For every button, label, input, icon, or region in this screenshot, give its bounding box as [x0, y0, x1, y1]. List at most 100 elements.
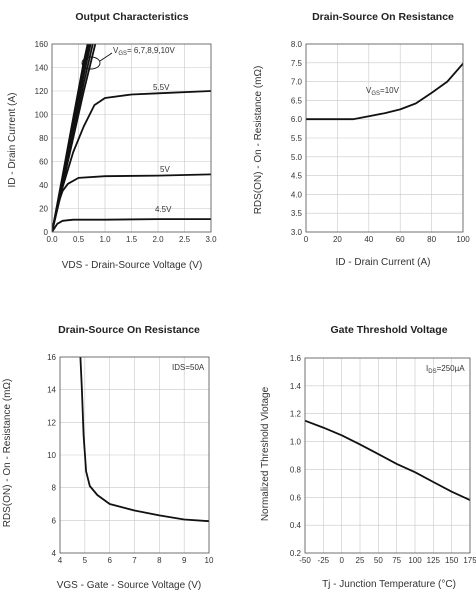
- y-tick-label: 7.5: [291, 59, 303, 68]
- x-tick-label: -25: [318, 556, 330, 565]
- plot-frame: [59, 356, 210, 554]
- x-tick-label: 175: [463, 556, 476, 565]
- y-tick-label: 0.4: [290, 521, 302, 530]
- chart-title: Drain-Source On Resistance: [312, 11, 454, 23]
- y-tick-label: 6: [52, 516, 57, 525]
- y-tick-label: 1.6: [290, 354, 302, 363]
- x-tick-label: 1.5: [126, 235, 138, 244]
- series-group: [52, 44, 211, 232]
- y-tick-label: 20: [39, 205, 48, 214]
- x-tick-label: 5: [83, 556, 88, 565]
- y-axis-label: RDS(ON) - On - Resistance (mΩ): [253, 66, 264, 215]
- x-tick-label: 60: [396, 235, 405, 244]
- x-tick-label: -50: [299, 556, 311, 565]
- x-tick-label: 80: [427, 235, 436, 244]
- plot-frame: [305, 43, 464, 233]
- series-line-0: [306, 62, 463, 121]
- x-tick-label: 1.0: [99, 235, 111, 244]
- chart-rds-vs-vgs: Drain-Source On Resistance 4 5 6 7 8 9 10 4 6 8 1…: [0, 296, 238, 597]
- x-tick-labels: -50 -25 0 25 50 75 100 125 150 175: [299, 556, 476, 565]
- x-tick-label: 125: [427, 556, 441, 565]
- y-tick-label: 80: [39, 134, 48, 143]
- grid: [304, 357, 471, 554]
- y-tick-label: 100: [35, 111, 49, 120]
- y-tick-label: 16: [47, 353, 56, 362]
- x-tick-label: 150: [445, 556, 459, 565]
- y-tick-label: 1.0: [290, 438, 302, 447]
- y-tick-label: 14: [47, 386, 56, 395]
- x-axis-label: Tj - Junction Temperature (°C): [322, 579, 456, 590]
- y-axis-label: Normalized Threshold Vlotage: [260, 386, 271, 521]
- x-tick-label: 9: [182, 556, 187, 565]
- y-tick-label: 6.0: [291, 115, 303, 124]
- vgs-label: VGS=10V: [366, 86, 400, 97]
- chart-output-characteristics: Output Characteristics 0.0 0.5 1.0 1.5 2.0 2.…: [0, 0, 238, 301]
- rds-vs-id-svg: Drain-Source On Resistance 0 20 40 60 80 100 …: [253, 11, 470, 268]
- x-tick-label: 0.5: [73, 235, 85, 244]
- y-axis-label: ID - Drain Current (A): [7, 92, 18, 187]
- vgs-group-label: VGS= 6,7,8,9,10V: [113, 46, 175, 57]
- plot-frame: [51, 43, 212, 233]
- x-tick-label: 7: [132, 556, 137, 565]
- vgs-group-arrow: [99, 52, 113, 62]
- y-tick-label: 6.5: [291, 96, 303, 105]
- series-line-5: [52, 90, 211, 232]
- series-line-0: [79, 357, 209, 523]
- x-tick-label: 8: [157, 556, 162, 565]
- y-tick-label: 12: [47, 418, 56, 427]
- x-tick-label: 100: [408, 556, 422, 565]
- y-tick-label: 7.0: [291, 78, 303, 87]
- y-tick-label: 5.0: [291, 153, 303, 162]
- y-tick-label: 120: [35, 87, 49, 96]
- y-tick-label: 160: [35, 40, 49, 49]
- series-line-0: [305, 419, 470, 502]
- x-tick-label: 0.0: [46, 235, 58, 244]
- y-tick-label: 8: [52, 484, 57, 493]
- x-axis-label: ID - Drain Current (A): [335, 257, 430, 268]
- x-tick-label: 50: [374, 556, 383, 565]
- chart-title: Gate Threshold Voltage: [330, 324, 447, 336]
- y-tick-labels: 0.2 0.4 0.6 0.8 1.0 1.2 1.4 1.6: [290, 354, 302, 558]
- y-tick-labels: 0 20 40 60 80 100 120 140 160: [35, 40, 49, 237]
- x-tick-labels: 4 5 6 7 8 9 10: [58, 556, 214, 565]
- vgs-group-marker: [81, 56, 101, 70]
- label-vgs-4-5v: 4.5V: [155, 205, 172, 214]
- y-tick-label: 3.5: [291, 209, 303, 218]
- x-tick-label: 2.0: [152, 235, 164, 244]
- y-tick-label: 5.5: [291, 134, 303, 143]
- output-characteristics-svg: Output Characteristics 0.0 0.5 1.0 1.5 2.0 2.…: [7, 11, 217, 271]
- series-line-6: [52, 173, 211, 232]
- x-tick-labels: 0.0 0.5 1.0 1.5 2.0 2.5 3.0: [46, 235, 217, 244]
- x-tick-label: 10: [205, 556, 214, 565]
- ids-label: IDS=250µA: [426, 364, 465, 375]
- x-tick-label: 75: [392, 556, 401, 565]
- x-tick-label: 25: [356, 556, 365, 565]
- y-tick-label: 3.0: [291, 228, 303, 237]
- y-tick-label: 140: [35, 64, 49, 73]
- y-tick-labels: 3.0 3.5 4.0 4.5 5.0 5.5 6.0 6.5 7.0 7.5 8.0: [291, 40, 303, 237]
- plot-frame: [304, 357, 471, 554]
- rds-vs-vgs-svg: Drain-Source On Resistance 4 5 6 7 8 9 10 4 6 8 1…: [2, 324, 214, 591]
- y-tick-label: 0: [44, 228, 49, 237]
- series-group: [305, 419, 470, 502]
- y-tick-label: 1.2: [290, 410, 302, 419]
- chart-rds-vs-id: Drain-Source On Resistance 0 20 40 60 80 100 …: [238, 0, 476, 301]
- chart-gate-threshold: Gate Threshold Voltage -50 -25 0 25 50 75 100 1…: [238, 296, 476, 597]
- y-tick-label: 60: [39, 158, 48, 167]
- y-tick-label: 0.2: [290, 549, 302, 558]
- series-group: [306, 62, 463, 121]
- x-tick-label: 4: [58, 556, 63, 565]
- x-axis-label: VDS - Drain-Source Voltage (V): [62, 260, 203, 271]
- y-tick-label: 4: [52, 549, 57, 558]
- y-tick-label: 0.8: [290, 465, 302, 474]
- gate-threshold-svg: Gate Threshold Voltage -50 -25 0 25 50 75 100 1…: [260, 324, 476, 590]
- grid: [51, 43, 212, 233]
- x-tick-label: 0: [339, 556, 344, 565]
- x-tick-label: 100: [456, 235, 470, 244]
- grid: [305, 43, 464, 233]
- series-group: [79, 357, 209, 523]
- y-axis-label: RDS(ON) - On - Resistance (mΩ): [2, 379, 13, 528]
- x-axis-label: VGS - Gate - Source Voltage (V): [57, 580, 202, 591]
- y-tick-label: 8.0: [291, 40, 303, 49]
- y-tick-label: 4.5: [291, 172, 303, 181]
